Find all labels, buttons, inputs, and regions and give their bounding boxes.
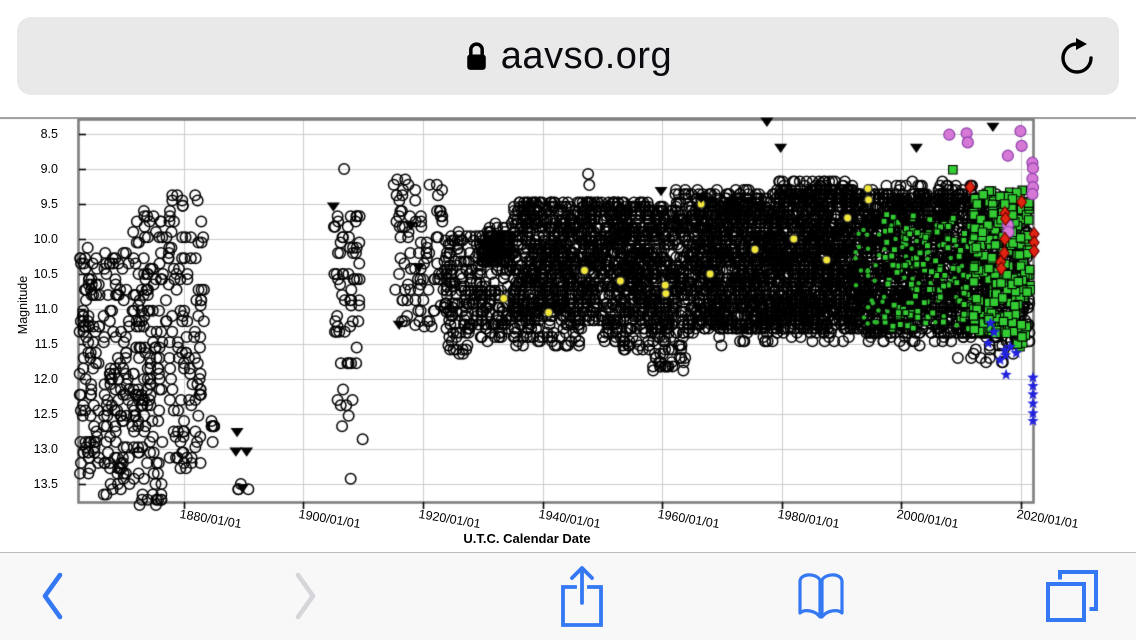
forward-chevron-icon xyxy=(293,571,319,624)
reload-button[interactable] xyxy=(1057,35,1097,77)
browser-toolbar xyxy=(0,552,1136,640)
url-bar[interactable]: aavso.org xyxy=(17,17,1119,95)
share-icon xyxy=(558,562,606,633)
light-curve-chart-canvas xyxy=(0,117,1136,552)
share-button[interactable] xyxy=(537,553,627,641)
back-chevron-icon xyxy=(39,571,65,624)
bookmarks-icon xyxy=(795,568,847,627)
tabs-icon xyxy=(1044,568,1099,627)
lock-icon xyxy=(464,40,489,73)
back-button[interactable] xyxy=(7,553,97,641)
bookmarks-button[interactable] xyxy=(776,553,866,641)
url-text: aavso.org xyxy=(500,34,673,77)
tabs-button[interactable] xyxy=(1027,553,1117,641)
browser-chrome: aavso.org xyxy=(0,0,1136,117)
forward-button xyxy=(261,553,351,641)
